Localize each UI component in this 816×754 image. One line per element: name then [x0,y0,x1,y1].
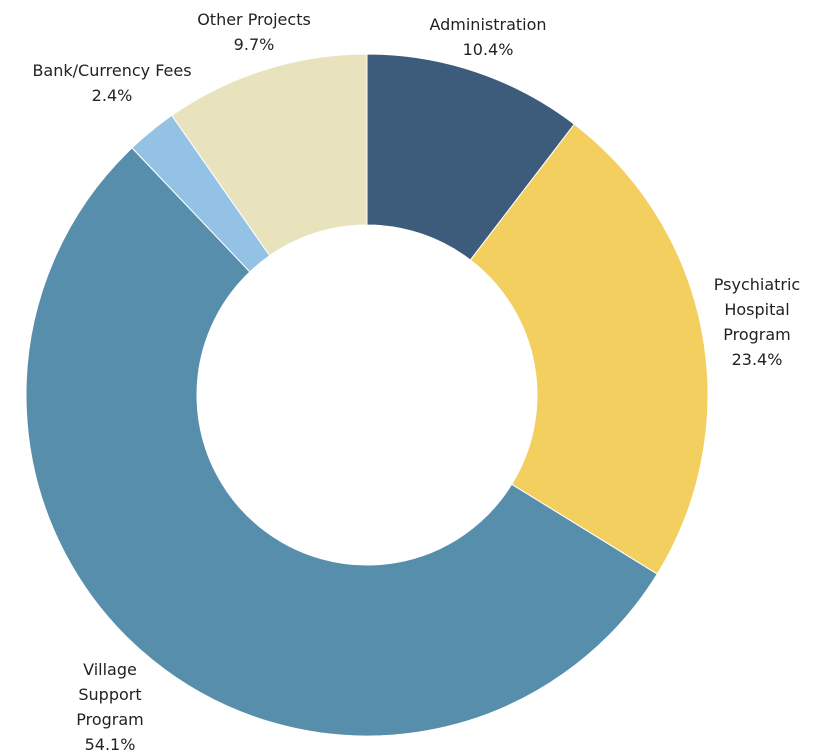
slice-label: Village Support Program 54.1% [60,657,160,754]
value-label: 10.4% [462,40,514,59]
donut-slice [25,147,658,737]
category-name: Psychiatric Hospital Program [713,275,801,344]
value-label: 23.4% [731,350,783,369]
slice-label: Bank/Currency Fees 2.4% [2,58,222,108]
slice-label: Other Projects 9.7% [154,7,354,57]
donut-slice [469,123,709,575]
category-name: Other Projects [197,10,311,29]
slice-label: Psychiatric Hospital Program 23.4% [702,272,812,372]
category-name: Administration [429,15,547,34]
slice-label: Administration 10.4% [388,12,588,62]
value-label: 2.4% [91,86,133,105]
category-name: Bank/Currency Fees [32,61,192,80]
value-label: 54.1% [84,735,136,754]
category-name: Village Support Program [76,660,144,729]
value-label: 9.7% [233,35,275,54]
donut-slice [171,53,368,257]
